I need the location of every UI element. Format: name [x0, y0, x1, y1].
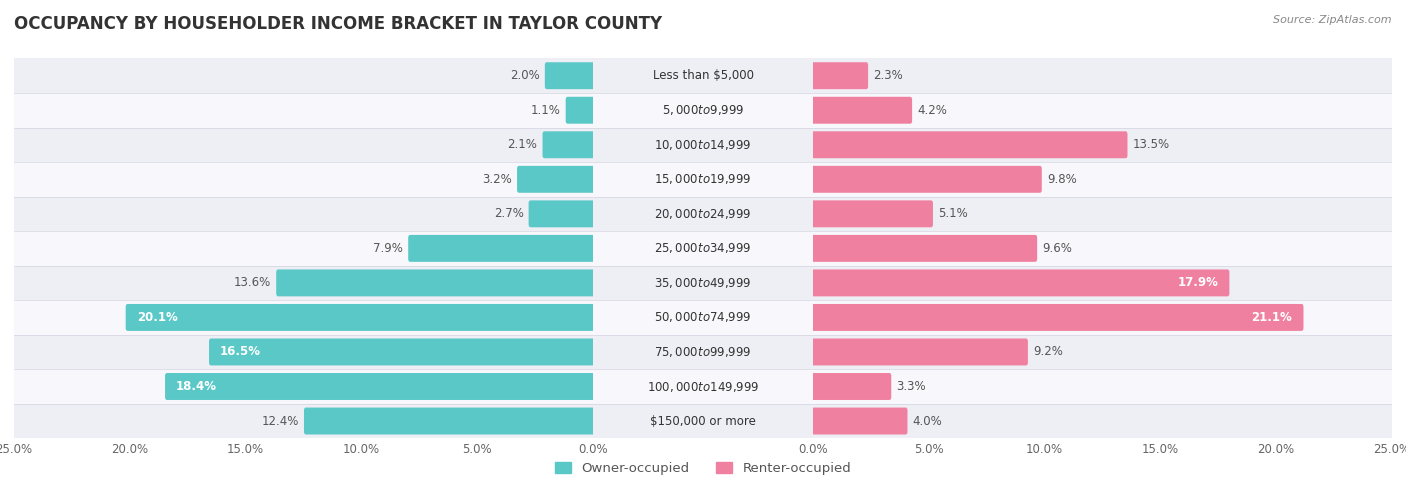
FancyBboxPatch shape	[529, 200, 595, 227]
Bar	[14, 162, 593, 197]
Text: 9.6%: 9.6%	[1042, 242, 1073, 255]
Text: 16.5%: 16.5%	[221, 345, 262, 358]
Legend: Owner-occupied, Renter-occupied: Owner-occupied, Renter-occupied	[550, 457, 856, 480]
FancyBboxPatch shape	[543, 131, 595, 158]
Text: Source: ZipAtlas.com: Source: ZipAtlas.com	[1274, 15, 1392, 25]
Bar	[813, 265, 1392, 300]
Text: 9.8%: 9.8%	[1047, 173, 1077, 186]
FancyBboxPatch shape	[811, 269, 1229, 297]
Text: 18.4%: 18.4%	[176, 380, 217, 393]
FancyBboxPatch shape	[276, 269, 595, 297]
Bar	[813, 93, 1392, 128]
Bar	[593, 128, 813, 162]
FancyBboxPatch shape	[165, 373, 595, 400]
Text: Less than $5,000: Less than $5,000	[652, 69, 754, 82]
Bar	[813, 335, 1392, 369]
Bar	[593, 404, 813, 438]
Text: $35,000 to $49,999: $35,000 to $49,999	[654, 276, 752, 290]
Text: 4.0%: 4.0%	[912, 414, 942, 428]
Bar	[14, 231, 593, 265]
Bar	[593, 369, 813, 404]
Text: $20,000 to $24,999: $20,000 to $24,999	[654, 207, 752, 221]
Bar	[813, 231, 1392, 265]
Text: 17.9%: 17.9%	[1177, 277, 1218, 289]
Bar	[813, 58, 1392, 93]
Text: OCCUPANCY BY HOUSEHOLDER INCOME BRACKET IN TAYLOR COUNTY: OCCUPANCY BY HOUSEHOLDER INCOME BRACKET …	[14, 15, 662, 33]
Text: 5.1%: 5.1%	[938, 207, 967, 220]
Text: 2.3%: 2.3%	[873, 69, 903, 82]
FancyBboxPatch shape	[811, 373, 891, 400]
Text: 4.2%: 4.2%	[917, 104, 948, 117]
FancyBboxPatch shape	[811, 235, 1038, 262]
FancyBboxPatch shape	[811, 166, 1042, 193]
Bar	[593, 93, 813, 128]
Bar	[593, 231, 813, 265]
Text: 1.1%: 1.1%	[530, 104, 561, 117]
Text: $150,000 or more: $150,000 or more	[650, 414, 756, 428]
Bar	[593, 58, 813, 93]
FancyBboxPatch shape	[408, 235, 595, 262]
FancyBboxPatch shape	[209, 338, 595, 365]
Bar	[813, 300, 1392, 335]
Bar	[593, 300, 813, 335]
Text: $100,000 to $149,999: $100,000 to $149,999	[647, 379, 759, 393]
Text: 2.1%: 2.1%	[508, 138, 537, 151]
Bar	[14, 58, 593, 93]
Text: 2.7%: 2.7%	[494, 207, 523, 220]
Text: $15,000 to $19,999: $15,000 to $19,999	[654, 172, 752, 187]
Bar	[14, 197, 593, 231]
Bar	[813, 162, 1392, 197]
Text: 9.2%: 9.2%	[1033, 345, 1063, 358]
FancyBboxPatch shape	[811, 62, 868, 89]
Text: 2.0%: 2.0%	[510, 69, 540, 82]
Bar	[593, 265, 813, 300]
Bar	[813, 404, 1392, 438]
Bar	[14, 128, 593, 162]
Text: 12.4%: 12.4%	[262, 414, 299, 428]
Bar	[813, 369, 1392, 404]
FancyBboxPatch shape	[811, 338, 1028, 365]
Bar	[593, 335, 813, 369]
Text: 3.3%: 3.3%	[897, 380, 927, 393]
Bar	[14, 93, 593, 128]
Bar	[14, 335, 593, 369]
Bar	[593, 162, 813, 197]
Text: 13.5%: 13.5%	[1133, 138, 1170, 151]
Bar	[14, 300, 593, 335]
Text: $10,000 to $14,999: $10,000 to $14,999	[654, 138, 752, 152]
Bar	[14, 369, 593, 404]
FancyBboxPatch shape	[811, 97, 912, 124]
FancyBboxPatch shape	[811, 200, 934, 227]
FancyBboxPatch shape	[304, 408, 595, 434]
FancyBboxPatch shape	[546, 62, 595, 89]
Bar	[14, 265, 593, 300]
Text: $25,000 to $34,999: $25,000 to $34,999	[654, 242, 752, 255]
Text: 13.6%: 13.6%	[233, 277, 271, 289]
Text: $50,000 to $74,999: $50,000 to $74,999	[654, 310, 752, 324]
Bar	[813, 197, 1392, 231]
Text: $5,000 to $9,999: $5,000 to $9,999	[662, 103, 744, 117]
FancyBboxPatch shape	[565, 97, 595, 124]
FancyBboxPatch shape	[125, 304, 595, 331]
Bar	[593, 197, 813, 231]
FancyBboxPatch shape	[811, 131, 1128, 158]
Text: $75,000 to $99,999: $75,000 to $99,999	[654, 345, 752, 359]
Text: 3.2%: 3.2%	[482, 173, 512, 186]
FancyBboxPatch shape	[811, 408, 907, 434]
Text: 21.1%: 21.1%	[1251, 311, 1292, 324]
Text: 7.9%: 7.9%	[373, 242, 404, 255]
Bar	[813, 128, 1392, 162]
Text: 20.1%: 20.1%	[136, 311, 177, 324]
FancyBboxPatch shape	[811, 304, 1303, 331]
Bar	[14, 404, 593, 438]
FancyBboxPatch shape	[517, 166, 595, 193]
